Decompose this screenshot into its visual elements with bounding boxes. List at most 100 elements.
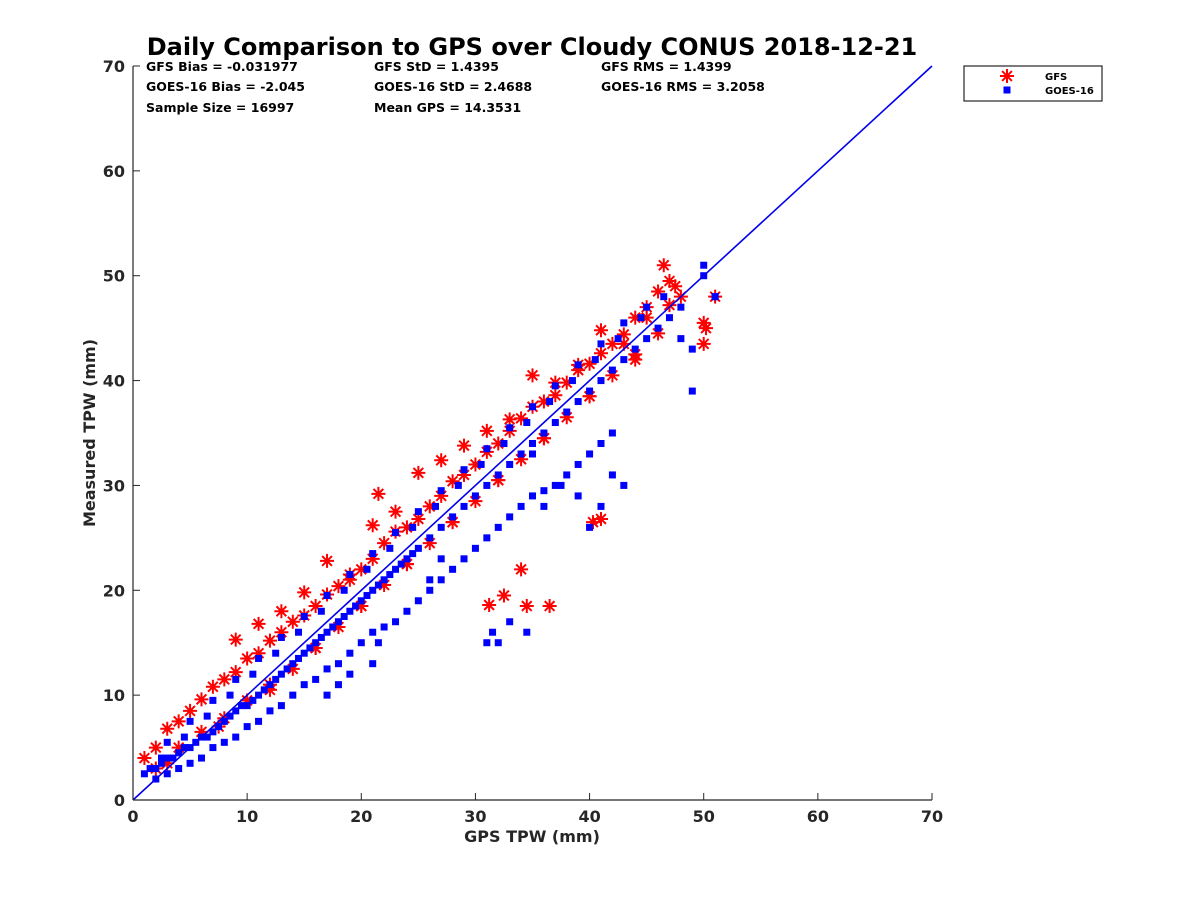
y-axis-label: Measured TPW (mm) <box>80 339 99 527</box>
goes16-point <box>380 576 388 584</box>
goes16-point <box>215 723 223 731</box>
gfs-point <box>457 467 472 482</box>
goes16-point <box>289 691 297 699</box>
x-tick-label: 30 <box>464 807 486 826</box>
gfs-point <box>422 499 437 514</box>
goes16-point <box>426 576 434 584</box>
goes16-point <box>631 345 639 353</box>
gfs-point <box>377 536 392 551</box>
goes16-point <box>346 571 354 579</box>
gfs-point <box>593 346 608 361</box>
goes16-point <box>523 419 531 427</box>
goes16-point <box>237 702 245 710</box>
y-tick-label: 30 <box>103 476 125 495</box>
goes16-point <box>409 523 417 531</box>
goes16-point <box>688 345 696 353</box>
gfs-point <box>639 310 654 325</box>
goes16-point <box>386 571 394 579</box>
gfs-point <box>251 616 266 631</box>
goes16-point <box>529 439 536 447</box>
goes16-point <box>586 387 594 395</box>
goes16-point <box>449 565 457 573</box>
goes16-point <box>597 377 605 385</box>
gfs-point <box>308 640 323 655</box>
gfs-point <box>194 692 209 707</box>
goes16-point <box>700 261 708 269</box>
goes16-point <box>323 628 331 636</box>
gfs-point <box>331 579 346 594</box>
goes16-point <box>374 639 382 647</box>
goes16-point <box>243 723 251 731</box>
goes16-point <box>517 502 525 510</box>
goes16-point <box>203 712 211 720</box>
goes16-point <box>169 754 177 762</box>
goes16-point <box>506 460 514 468</box>
gfs-point <box>605 336 620 351</box>
goes16-point <box>369 550 377 558</box>
gfs-point <box>434 488 449 503</box>
goes16-point <box>289 660 297 668</box>
goes16-point <box>563 471 571 479</box>
gfs-point <box>651 326 666 341</box>
goes16-point <box>163 754 171 762</box>
goes16-point <box>529 450 536 458</box>
goes16-point <box>180 744 188 752</box>
goes16-point <box>449 513 457 521</box>
goes16-point <box>209 744 217 752</box>
gfs-point <box>422 536 437 551</box>
goes16-point <box>277 702 285 710</box>
stat-text: GFS StD = 1.4395 <box>374 59 499 74</box>
goes16-point <box>334 660 342 668</box>
goes16-point <box>574 361 582 369</box>
gfs-point <box>160 721 175 736</box>
goes16-point <box>163 738 171 746</box>
gfs-point <box>320 553 335 568</box>
goes16-point <box>255 717 263 725</box>
y-tick-label: 0 <box>114 791 125 810</box>
goes16-point <box>374 581 382 589</box>
goes16-point <box>283 665 291 673</box>
goes16-point <box>437 576 445 584</box>
goes16-point <box>340 586 348 594</box>
gfs-point <box>228 665 243 680</box>
goes16-point <box>363 565 371 573</box>
goes16-point <box>409 550 417 558</box>
goes16-point <box>209 728 217 736</box>
goes16-point <box>334 681 342 689</box>
goes16-point <box>477 460 485 468</box>
goes16-point <box>506 424 514 432</box>
gfs-point <box>388 504 403 519</box>
goes16-point <box>346 649 354 657</box>
goes16-point <box>226 691 234 699</box>
goes16-point <box>334 618 342 626</box>
goes16-point <box>312 675 320 683</box>
gfs-point <box>582 356 597 371</box>
goes16-point <box>340 613 348 620</box>
y-tick-label: 50 <box>103 267 125 286</box>
gfs-point <box>274 625 289 640</box>
goes16-point <box>300 681 308 689</box>
goes16-point <box>643 335 651 343</box>
gfs-point <box>582 389 597 404</box>
goes16-point <box>597 340 605 348</box>
goes16-point <box>232 733 240 741</box>
x-tick-label: 10 <box>236 807 258 826</box>
goes16-point <box>426 586 434 594</box>
goes16-point <box>620 481 628 489</box>
goes16-point <box>220 738 228 746</box>
one-to-one-line <box>132 65 933 801</box>
goes16-point <box>357 597 365 605</box>
goes16-point <box>243 702 251 710</box>
gfs-point <box>399 557 414 572</box>
gfs-point <box>696 336 711 351</box>
goes16-point <box>249 670 257 678</box>
gfs-point <box>183 703 198 718</box>
gfs-point <box>262 633 277 648</box>
gfs-point <box>354 599 369 614</box>
goes16-point <box>597 439 605 447</box>
gfs-point <box>482 597 497 612</box>
gfs-point <box>593 511 608 526</box>
goes16-point <box>277 633 285 641</box>
